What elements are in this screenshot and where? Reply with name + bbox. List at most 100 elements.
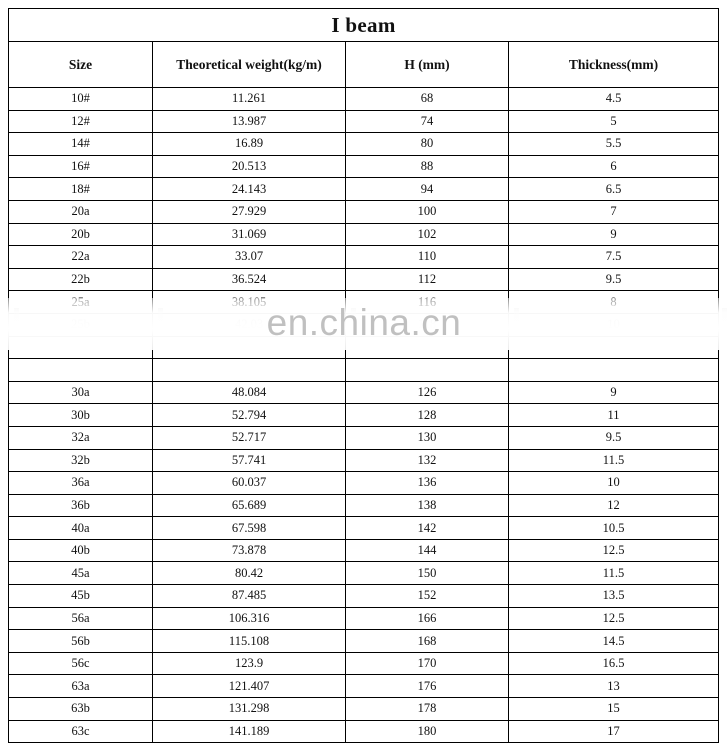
table-row: 56c 123.9 170 16.5 bbox=[8, 651, 720, 676]
cell-h: 176 bbox=[345, 674, 509, 699]
cell-size bbox=[8, 335, 153, 360]
cell-h: 142 bbox=[345, 516, 509, 540]
cell-thickness: 13 bbox=[507, 674, 720, 699]
cell-size: 12# bbox=[8, 109, 153, 134]
cell-h: 144 bbox=[345, 538, 509, 563]
cell-theoretical-weight: 36.524 bbox=[152, 267, 346, 292]
cell-theoretical-weight: 42.03 bbox=[152, 312, 346, 337]
cell-size: 14# bbox=[8, 132, 153, 156]
cell-h bbox=[345, 335, 509, 360]
cell-theoretical-weight: 16.89 bbox=[152, 132, 346, 156]
cell-h: 170 bbox=[345, 651, 509, 676]
cell-h: 128 bbox=[345, 403, 509, 427]
cell-h: 168 bbox=[345, 629, 509, 653]
cell-size: 56c bbox=[8, 651, 153, 676]
cell-thickness: 9.5 bbox=[507, 267, 720, 292]
cell-theoretical-weight: 131.298 bbox=[152, 697, 346, 721]
cell-theoretical-weight: 13.987 bbox=[152, 109, 346, 134]
watermark-smudge bbox=[722, 308, 727, 342]
cell-size: 63b bbox=[8, 697, 153, 721]
cell-theoretical-weight: 20.513 bbox=[152, 154, 346, 179]
column-header-h: H (mm) bbox=[345, 41, 509, 88]
cell-size: 32a bbox=[8, 425, 153, 450]
cell-theoretical-weight: 121.407 bbox=[152, 674, 346, 699]
cell-h: 180 bbox=[345, 719, 509, 743]
cell-size: 63c bbox=[8, 719, 153, 743]
cell-theoretical-weight: 24.143 bbox=[152, 177, 346, 201]
cell-size: 20b bbox=[8, 222, 153, 247]
table-row: 10# 11.261 68 4.5 bbox=[8, 87, 720, 111]
cell-theoretical-weight: 73.878 bbox=[152, 538, 346, 563]
table-row: 36b 65.689 138 12 bbox=[8, 493, 720, 518]
cell-size: 40b bbox=[8, 538, 153, 563]
cell-size: 63a bbox=[8, 674, 153, 699]
cell-thickness: 5 bbox=[507, 109, 720, 134]
cell-thickness: 9.5 bbox=[507, 425, 720, 450]
column-header-thickness: Thickness(mm) bbox=[507, 41, 720, 88]
cell-thickness: 13.5 bbox=[507, 584, 720, 608]
cell-thickness: 9 bbox=[507, 222, 720, 247]
cell-size: 20a bbox=[8, 199, 153, 224]
cell-thickness bbox=[507, 335, 720, 360]
cell-h: 80 bbox=[345, 132, 509, 156]
table-row: 56b 115.108 168 14.5 bbox=[8, 629, 720, 653]
cell-thickness bbox=[507, 358, 720, 382]
table-row: 12# 13.987 74 5 bbox=[8, 109, 720, 134]
cell-thickness: 12.5 bbox=[507, 606, 720, 631]
column-header-theoretical-weight: Theoretical weight(kg/m) bbox=[152, 41, 346, 88]
cell-thickness: 6 bbox=[507, 154, 720, 179]
cell-thickness: 6.5 bbox=[507, 177, 720, 201]
table-row: 16# 20.513 88 6 bbox=[8, 154, 720, 179]
cell-size: 30a bbox=[8, 380, 153, 405]
cell-thickness: 9 bbox=[507, 380, 720, 405]
table-row: 56a 106.316 166 12.5 bbox=[8, 606, 720, 631]
cell-h: 166 bbox=[345, 606, 509, 631]
table-row: 63b 131.298 178 15 bbox=[8, 697, 720, 721]
cell-theoretical-weight: 57.741 bbox=[152, 448, 346, 473]
cell-thickness: 14.5 bbox=[507, 629, 720, 653]
cell-thickness: 5.5 bbox=[507, 132, 720, 156]
cell-theoretical-weight: 67.598 bbox=[152, 516, 346, 540]
table-row: 14# 16.89 80 5.5 bbox=[8, 132, 720, 156]
cell-size: 16# bbox=[8, 154, 153, 179]
cell-size: 32b bbox=[8, 448, 153, 473]
table-row: 40a 67.598 142 10.5 bbox=[8, 516, 720, 540]
cell-h: 116 bbox=[345, 290, 509, 314]
cell-size: 30b bbox=[8, 403, 153, 427]
table-row: 40b 73.878 144 12.5 bbox=[8, 538, 720, 563]
cell-size: 56b bbox=[8, 629, 153, 653]
table-title-row: I beam bbox=[7, 8, 720, 42]
cell-size: 22a bbox=[8, 245, 153, 269]
cell-size: 56a bbox=[8, 606, 153, 631]
cell-h: 130 bbox=[345, 425, 509, 450]
cell-theoretical-weight: 115.108 bbox=[152, 629, 346, 653]
cell-size: 45b bbox=[8, 584, 153, 608]
cell-h bbox=[345, 358, 509, 382]
cell-h: 118 bbox=[345, 312, 509, 337]
table-row bbox=[8, 335, 720, 360]
cell-thickness: 4.5 bbox=[507, 87, 720, 111]
cell-h: 112 bbox=[345, 267, 509, 292]
cell-h: 110 bbox=[345, 245, 509, 269]
cell-h: 100 bbox=[345, 199, 509, 224]
cell-thickness: 11.5 bbox=[507, 561, 720, 586]
cell-thickness: 10 bbox=[507, 471, 720, 495]
cell-theoretical-weight: 80.42 bbox=[152, 561, 346, 586]
cell-size: 25b bbox=[8, 312, 153, 337]
cell-theoretical-weight bbox=[152, 335, 346, 360]
table-row: 32a 52.717 130 9.5 bbox=[8, 425, 720, 450]
cell-size: 36b bbox=[8, 493, 153, 518]
table-row: 45a 80.42 150 11.5 bbox=[8, 561, 720, 586]
cell-h: 68 bbox=[345, 87, 509, 111]
cell-size: 22b bbox=[8, 267, 153, 292]
cell-h: 102 bbox=[345, 222, 509, 247]
cell-theoretical-weight: 87.485 bbox=[152, 584, 346, 608]
cell-h: 74 bbox=[345, 109, 509, 134]
i-beam-spec-table: I beam Size Theoretical weight(kg/m) H (… bbox=[7, 8, 720, 743]
cell-h: 152 bbox=[345, 584, 509, 608]
table-row: 30b 52.794 128 11 bbox=[8, 403, 720, 427]
table-row: 22a 33.07 110 7.5 bbox=[8, 245, 720, 269]
cell-size: 40a bbox=[8, 516, 153, 540]
cell-h: 178 bbox=[345, 697, 509, 721]
cell-size: 10# bbox=[8, 87, 153, 111]
